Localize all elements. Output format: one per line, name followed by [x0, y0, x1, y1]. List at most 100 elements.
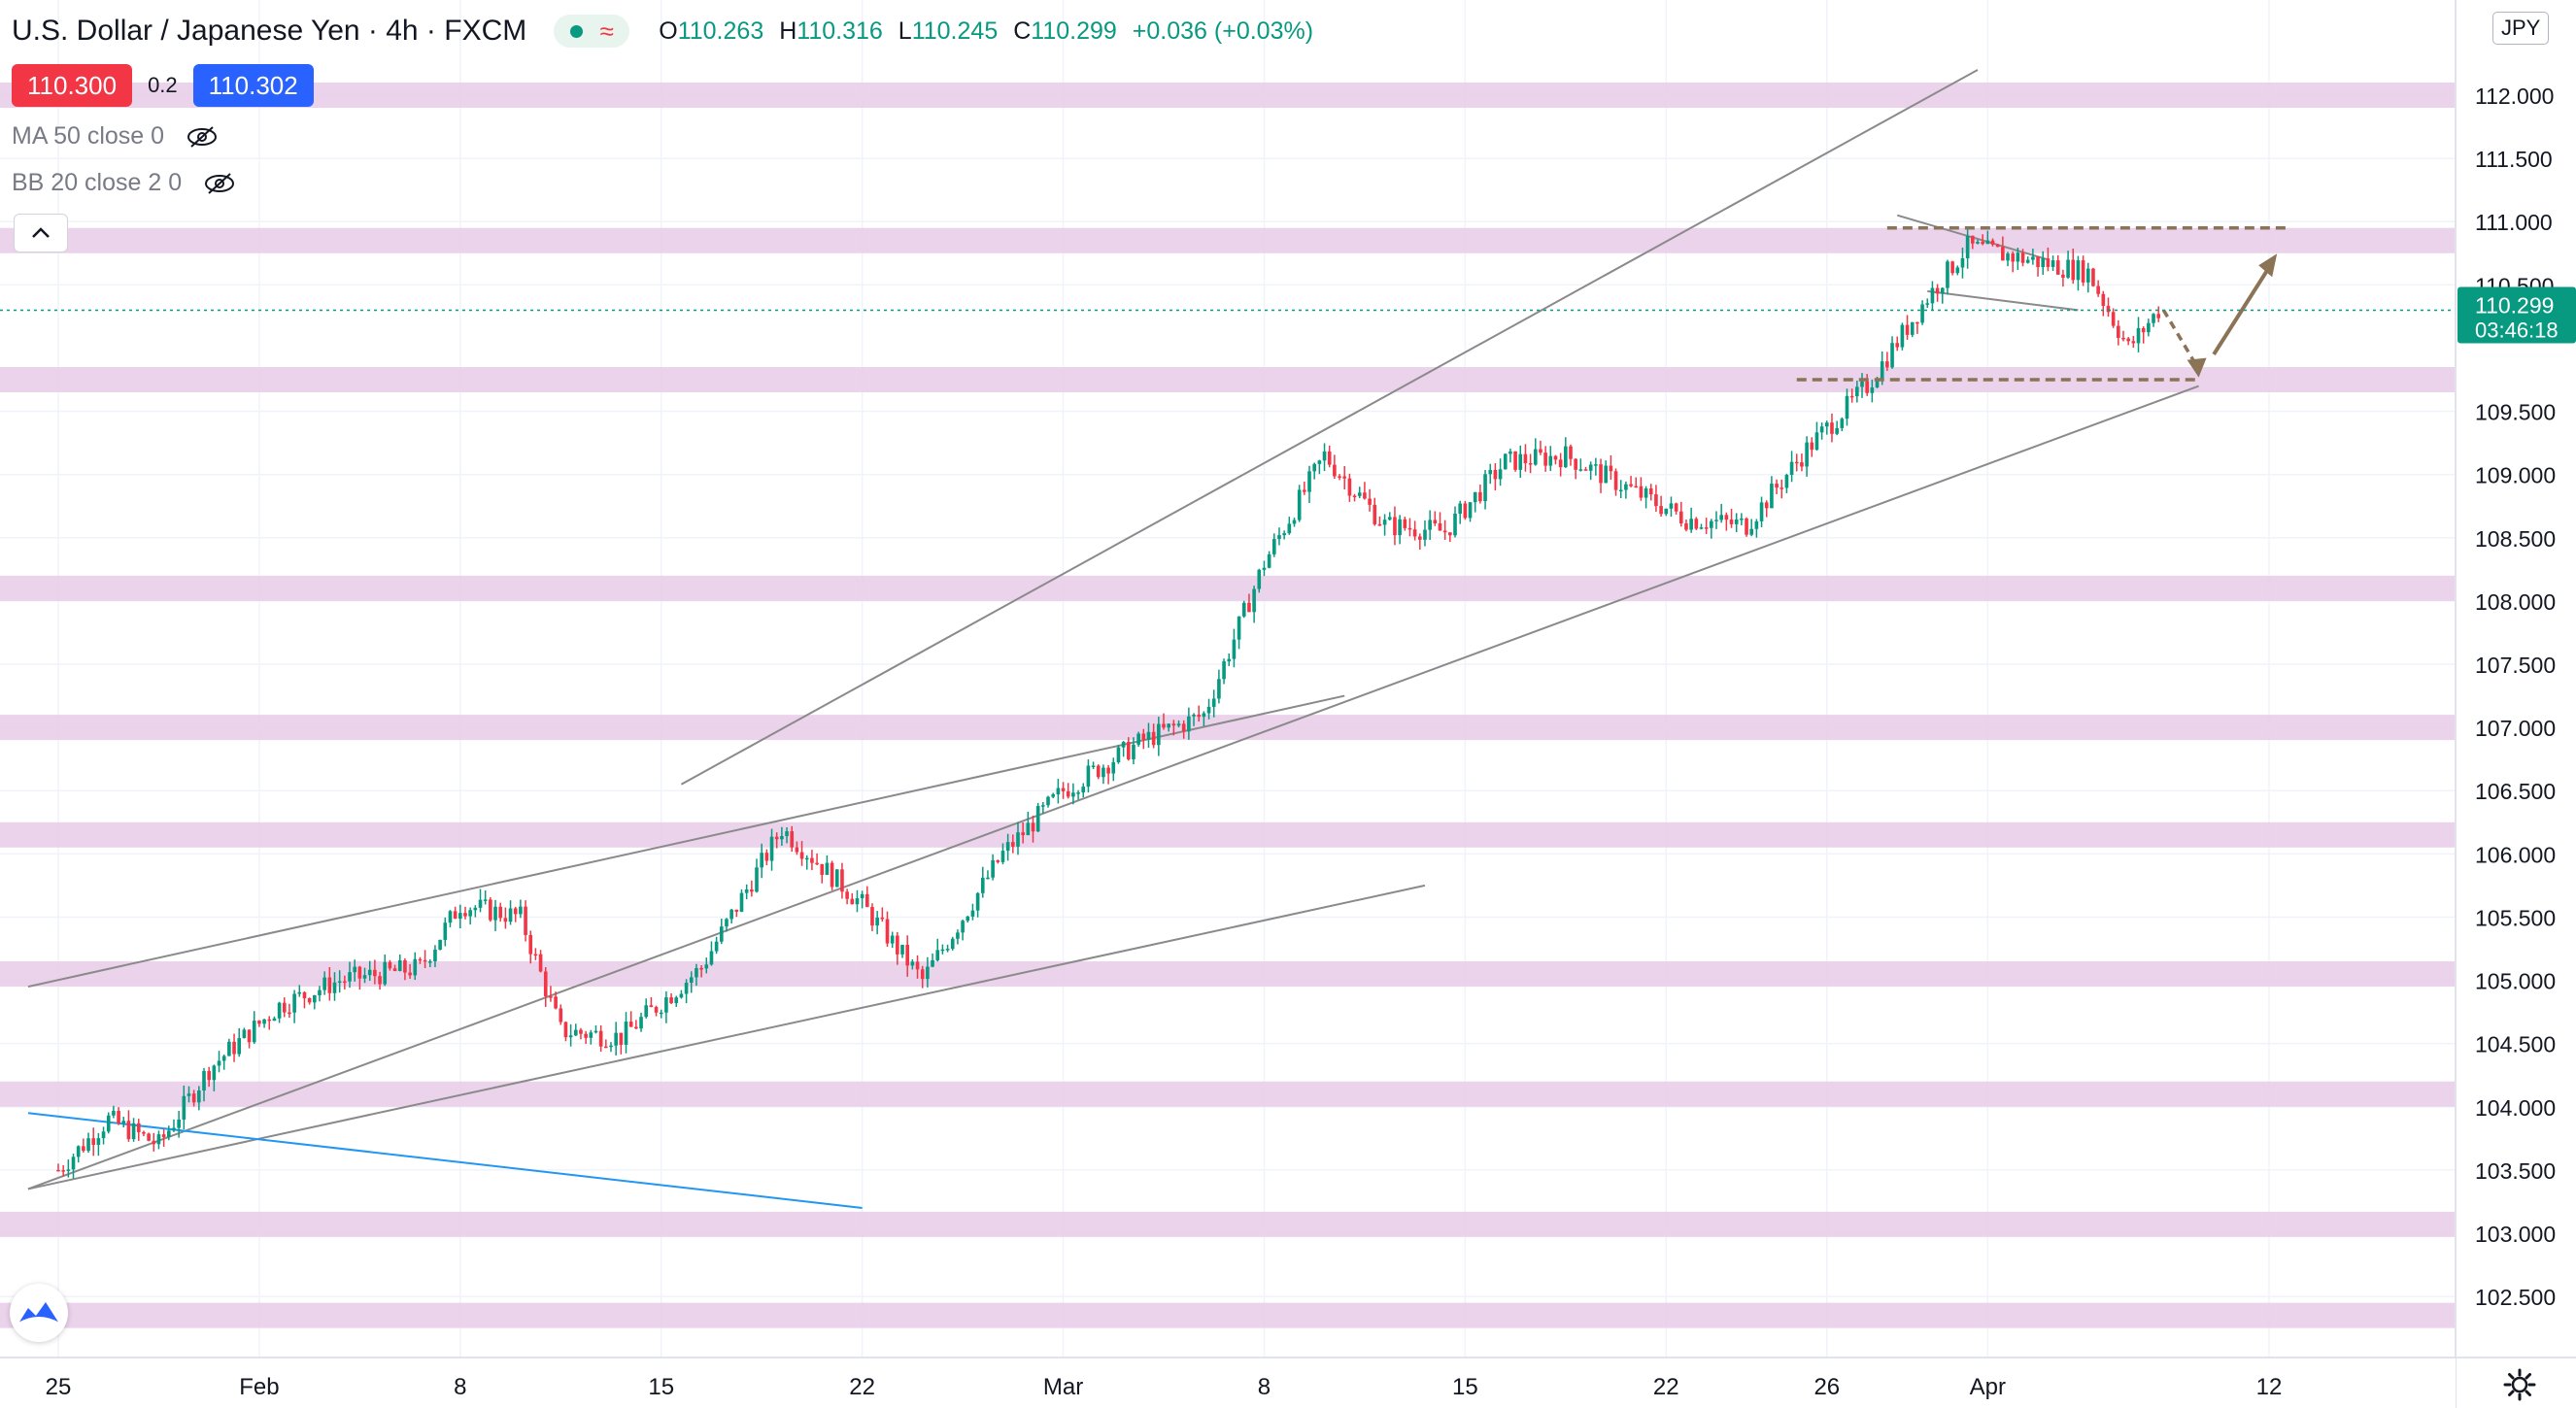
candle-body	[804, 857, 809, 860]
candle-body	[1810, 442, 1814, 451]
price-tick-label: 102.500	[2475, 1285, 2556, 1310]
candle-body	[2061, 274, 2065, 278]
tradingview-logo-button[interactable]	[10, 1284, 68, 1342]
candle-body	[1814, 432, 1819, 451]
time-tick-label: 8	[454, 1374, 466, 1400]
candle-body	[1448, 532, 1452, 536]
candle-body	[1970, 235, 1975, 244]
candle-body	[1227, 658, 1232, 662]
time-axis-bg	[0, 1358, 2456, 1408]
candle-body	[1880, 361, 1884, 381]
candle-body	[966, 916, 970, 922]
candle-body	[71, 1157, 76, 1170]
candle-body	[1930, 287, 1935, 304]
hidden-eye-icon[interactable]	[201, 171, 238, 196]
sell-button[interactable]: 110.300	[12, 64, 133, 107]
candle-body	[659, 1012, 663, 1015]
candle-body	[2041, 258, 2046, 268]
candle-body	[1599, 464, 1603, 484]
candle-body	[1845, 395, 1849, 419]
candle-body	[427, 960, 432, 963]
candle-body	[1624, 484, 1628, 490]
candle-body	[1132, 744, 1135, 760]
candle-body	[297, 991, 302, 994]
candle-body	[1387, 517, 1392, 520]
candle-body	[1749, 528, 1754, 535]
ascending-support-line	[27, 385, 2199, 1190]
candle-body	[373, 969, 377, 977]
candle-body	[1146, 731, 1151, 740]
candle-body	[1333, 464, 1337, 477]
candle-body	[1699, 527, 1704, 529]
ohlc-low-value: 110.245	[911, 17, 999, 45]
candle-body	[207, 1070, 211, 1081]
candle-body	[156, 1134, 161, 1145]
ohlc-readout: O110.263 H110.316 L110.245 C110.299 +0.0…	[659, 17, 1313, 46]
candle-body	[1940, 287, 1945, 294]
candle-body	[1588, 464, 1593, 471]
indicator-bb[interactable]: BB 20 close 2 0	[12, 169, 238, 197]
time-tick-label: 22	[1653, 1374, 1679, 1400]
candle-body	[1849, 395, 1854, 398]
candle-body	[830, 862, 834, 888]
sr-zone	[0, 367, 2456, 392]
candle-body	[2117, 325, 2120, 338]
time-tick-label: 15	[1452, 1374, 1478, 1400]
indicator-ma[interactable]: MA 50 close 0	[12, 122, 220, 151]
price-tick-label: 111.000	[2475, 210, 2553, 235]
candle-body	[1925, 303, 1930, 305]
chart-grid	[0, 0, 2456, 1358]
collapse-legend-button[interactable]	[14, 214, 68, 252]
candle-body	[1206, 706, 1211, 714]
candle-body	[714, 941, 719, 952]
candle-body	[1031, 822, 1035, 832]
candle-body	[136, 1123, 141, 1133]
candle-body	[1347, 478, 1352, 496]
candle-body	[2071, 259, 2076, 281]
hidden-eye-icon[interactable]	[184, 124, 220, 150]
ohlc-close-value: 110.299	[1031, 17, 1117, 45]
candle-body	[926, 966, 930, 980]
candle-body	[1775, 484, 1779, 488]
candle-body	[1287, 523, 1292, 534]
candle-body	[142, 1132, 146, 1134]
candle-body	[1518, 453, 1523, 470]
buy-button[interactable]: 110.302	[192, 64, 314, 107]
candle-body	[212, 1065, 217, 1081]
candle-body	[750, 889, 754, 892]
candle-body	[1151, 731, 1156, 746]
candle-body	[1021, 832, 1025, 836]
candle-body	[403, 960, 407, 973]
currency-selector[interactable]: JPY	[2492, 12, 2550, 45]
candle-body	[1453, 513, 1457, 536]
candle-body	[1262, 567, 1267, 570]
candle-body	[1222, 661, 1226, 680]
gear-icon[interactable]	[2502, 1367, 2537, 1402]
sr-zone	[0, 821, 2456, 848]
candle-body	[292, 993, 296, 1013]
candle-body	[1710, 520, 1713, 528]
candle-body	[1508, 451, 1512, 454]
price-tick-label: 104.000	[2475, 1095, 2556, 1121]
candle-body	[1232, 639, 1237, 659]
candle-body	[2011, 253, 2016, 262]
candle-body	[1458, 503, 1463, 514]
candle-body	[1211, 698, 1216, 707]
candle-body	[257, 1021, 261, 1024]
candle-body	[549, 996, 553, 998]
candle-body	[131, 1123, 136, 1140]
market-status-pill[interactable]: ≈	[554, 15, 630, 48]
sr-zone	[0, 1211, 2456, 1237]
candle-body	[815, 862, 819, 865]
candle-body	[1282, 533, 1286, 536]
candle-body	[1745, 519, 1748, 535]
candle-body	[1654, 494, 1658, 507]
candle-body	[639, 1017, 643, 1029]
time-tick-label: Mar	[1043, 1374, 1083, 1400]
symbol-title[interactable]: U.S. Dollar / Japanese Yen · 4h · FXCM	[12, 15, 527, 47]
candle-body	[2131, 341, 2136, 344]
ohlc-high-key: H	[779, 17, 797, 45]
candle-body	[855, 898, 860, 905]
candle-body	[644, 1005, 649, 1018]
